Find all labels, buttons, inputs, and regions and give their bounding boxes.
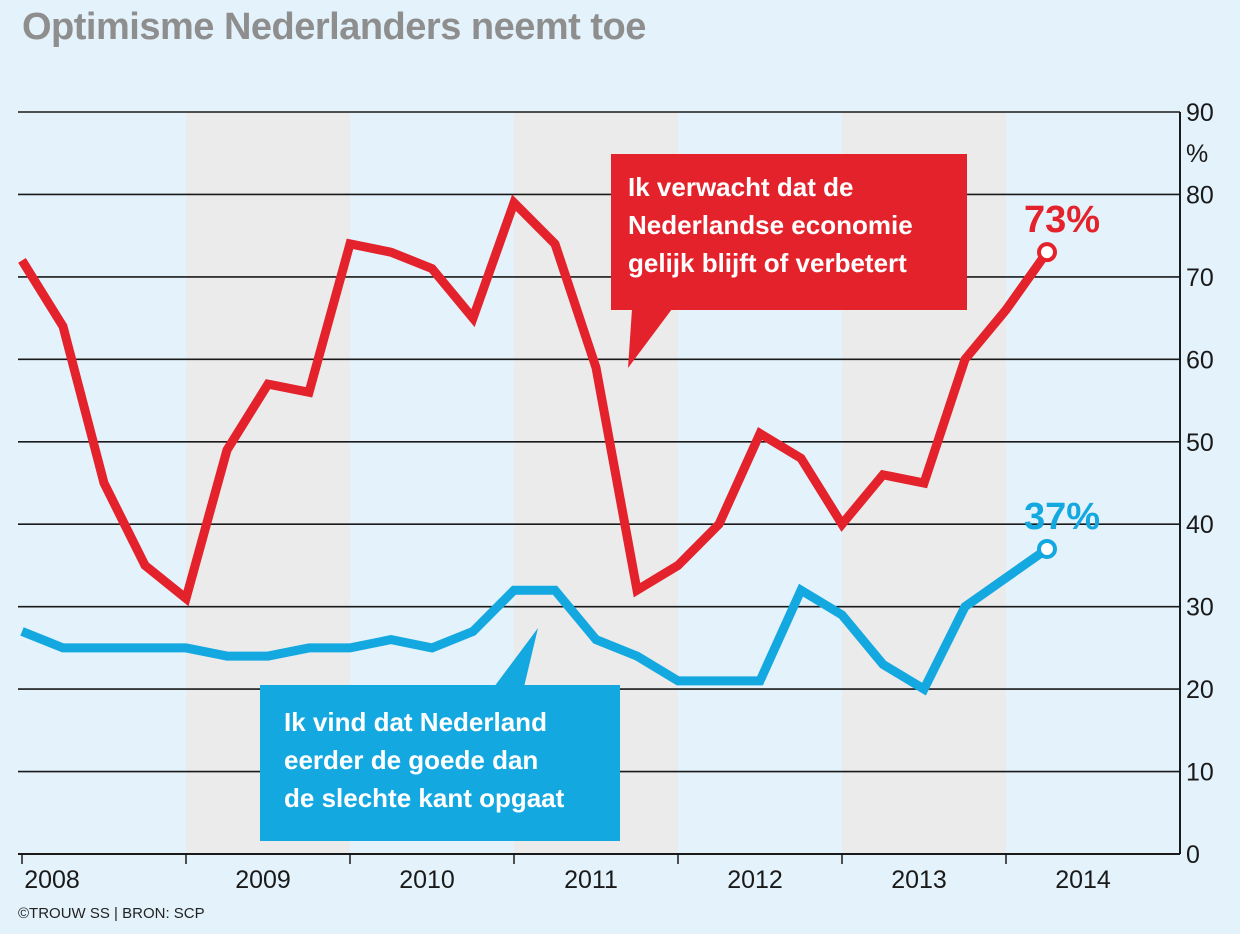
economy-callout-line: gelijk blijft of verbetert [628, 248, 907, 278]
direction-line [20, 545, 1050, 696]
series-lines [18, 194, 1057, 696]
economy-callout-line: Ik verwacht dat de [628, 172, 854, 202]
y-tick-label: 70 [1186, 264, 1214, 292]
x-tick-label: 2013 [891, 866, 947, 894]
x-tick-label: 2010 [399, 866, 455, 894]
end-labels: 73% 37% [1024, 199, 1100, 538]
y-tick-label: 10 [1186, 759, 1214, 787]
y-tick-label: 50 [1186, 429, 1214, 457]
y-tick-label: 20 [1186, 676, 1214, 704]
direction-callout-line: eerder de goede dan [284, 745, 539, 775]
economy-line [18, 194, 1051, 607]
economy-callout: Ik verwacht dat de Nederlandse economie … [611, 154, 967, 310]
y-tick-label: 30 [1186, 594, 1214, 622]
y-tick-label: 80 [1186, 181, 1214, 209]
direction-callout-line: de slechte kant opgaat [284, 783, 565, 813]
x-tick-label: 2014 [1055, 866, 1111, 894]
y-tick-label: 40 [1186, 511, 1214, 539]
direction-end-label: 37% [1024, 496, 1100, 538]
y-unit-label: % [1186, 140, 1208, 168]
y-tick-label: 0 [1186, 841, 1200, 869]
economy-callout-pointer [628, 309, 672, 368]
direction-callout-pointer [494, 628, 538, 687]
chart-title: Optimisme Nederlanders neemt toe [22, 6, 646, 48]
economy-end-point [1037, 242, 1057, 263]
y-axis: 0 10 20 30 40 50 60 70 80 90% [1179, 99, 1214, 869]
direction-end-point [1037, 538, 1057, 559]
y-tick-label: 60 [1186, 346, 1214, 374]
callout-pointers [494, 309, 672, 687]
direction-callout: Ik vind dat Nederland eerder de goede da… [260, 685, 620, 841]
x-tick-label: 2009 [235, 866, 291, 894]
y-tick-label: 90 [1186, 99, 1214, 127]
x-tick-label: 2008 [24, 866, 80, 894]
economy-end-label: 73% [1024, 199, 1100, 241]
economy-callout-line: Nederlandse economie [628, 210, 913, 240]
x-tick-label: 2012 [727, 866, 783, 894]
x-axis: 2008 2009 2010 2011 2012 2013 2014 [21, 854, 1111, 894]
x-tick-label: 2011 [564, 866, 618, 894]
direction-callout-line: Ik vind dat Nederland [284, 707, 547, 737]
source-credit: ©TROUW SS | BRON: SCP [18, 905, 205, 922]
